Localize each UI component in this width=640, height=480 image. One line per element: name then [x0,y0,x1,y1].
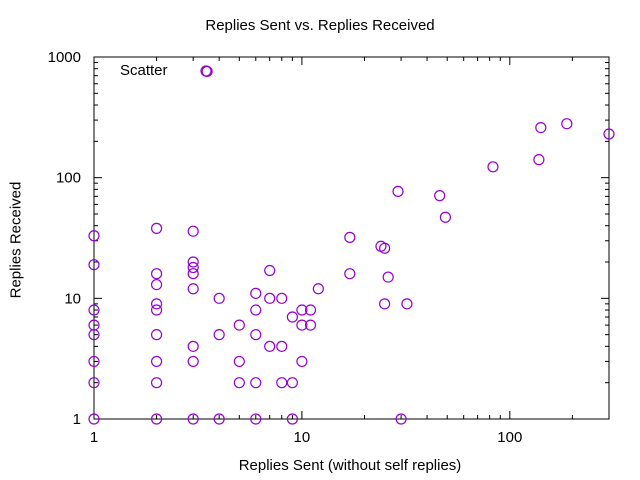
chart-title: Replies Sent vs. Replies Received [205,17,435,34]
data-point [150,278,163,291]
data-point [434,190,446,202]
data-point [276,377,288,389]
data-point [187,355,199,368]
data-point [561,118,573,130]
data-point [201,65,213,77]
y-axis-label: Replies Received [7,181,25,299]
legend-label: Scatter [120,62,168,79]
data-point [296,319,308,331]
data-point [250,413,262,425]
y-tick-label: 10 [64,290,81,307]
data-point [187,340,199,352]
data-point [88,413,100,425]
x-axis-label: Replies Sent (without self replies) [238,457,462,474]
data-point [213,292,225,304]
data-point [150,413,163,425]
data-point [233,355,245,368]
data-point [250,329,262,341]
data-point [150,377,163,389]
data-point [150,298,163,310]
data-point [187,413,199,425]
data-point [150,329,163,341]
data-point [395,413,407,425]
data-point [304,304,317,316]
data-point [88,230,100,242]
y-tick-label: 100 [56,170,81,187]
data-point [88,259,100,271]
y-tick-label: 1 [73,411,81,428]
data-point [264,292,276,304]
data-point [150,355,163,368]
data-point [187,225,199,237]
data-point [264,340,276,352]
data-point [296,304,308,316]
data-point [401,298,413,310]
data-point [88,319,100,331]
data-point [187,256,199,268]
data-point [344,231,356,243]
data-point [439,211,451,223]
data-point [296,355,308,368]
data-point [276,340,288,352]
data-point [213,413,225,425]
data-point [304,319,317,331]
data-point [286,377,298,389]
data-point [379,298,391,310]
data-point [392,185,404,197]
data-point [487,161,499,173]
data-point [250,377,262,389]
data-point [382,271,394,283]
data-point [250,304,262,316]
data-point [603,128,615,140]
data-point [344,268,356,280]
x-tick-label: 1 [90,429,98,446]
data-point [88,377,100,389]
data-point [379,242,391,254]
data-point [233,319,245,331]
data-point [276,292,288,304]
plot-frame [93,56,610,420]
data-point [88,355,100,368]
x-tick-label: 10 [294,429,311,446]
data-point [264,264,276,277]
data-point [233,377,245,389]
data-point [150,304,163,316]
data-point [187,268,199,280]
data-point [286,311,298,323]
data-point [88,304,100,316]
data-point [312,283,324,295]
data-point [286,413,298,425]
data-point [187,261,199,274]
data-point [213,329,225,341]
data-point [533,154,545,166]
y-tick-label: 1000 [48,49,81,66]
data-point [535,121,547,134]
data-point [187,283,199,295]
data-point [250,287,262,299]
x-tick-label: 100 [497,429,522,446]
data-point [150,268,163,280]
data-point [150,222,163,234]
